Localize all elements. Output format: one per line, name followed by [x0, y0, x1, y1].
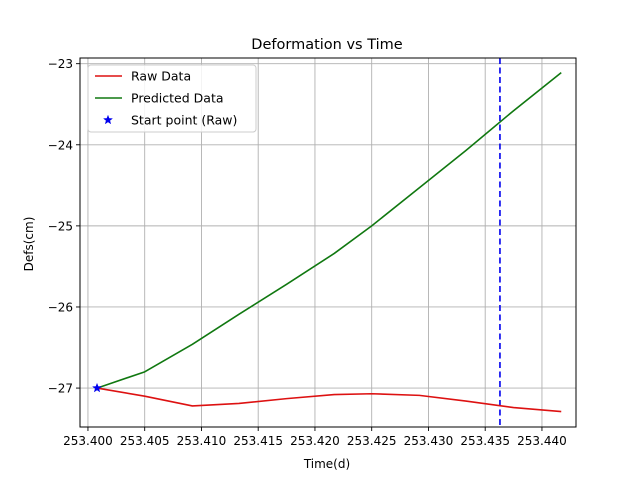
series-raw-data: [96, 387, 562, 413]
start-point-star-marker: [91, 382, 103, 393]
legend-entry-label: Start point (Raw): [131, 113, 237, 128]
x-axis-label: Time(d): [303, 457, 350, 471]
x-tick-label: 253.410: [177, 434, 227, 448]
y-tick-label: −26: [48, 300, 73, 314]
x-tick-label: 253.425: [347, 434, 397, 448]
y-tick-label: −24: [48, 138, 73, 152]
x-tick-label: 253.405: [120, 434, 170, 448]
legend-entry-label: Raw Data: [131, 69, 191, 84]
x-tick-label: 253.435: [460, 434, 510, 448]
x-tick-label: 253.430: [404, 434, 454, 448]
x-tick-label: 253.415: [233, 434, 283, 448]
chart-title: Deformation vs Time: [251, 37, 402, 53]
x-axis-ticks: 253.400 253.405 253.410 253.415 253.420 253.4…: [63, 427, 567, 448]
y-axis-label: Defs(cm): [22, 217, 36, 272]
y-tick-label: −23: [48, 57, 73, 71]
legend-entry-label: Predicted Data: [131, 91, 224, 106]
y-axis-ticks: −27 −26 −25 −24 −23: [48, 57, 80, 396]
legend-swatch-star: [102, 114, 114, 125]
x-tick-label: 253.420: [290, 434, 340, 448]
legend: Raw Data Predicted Data Start point (Raw): [87, 64, 257, 133]
series-predicted-data: [96, 71, 562, 389]
legend-box: [87, 64, 257, 133]
x-tick-label: 253.440: [517, 434, 567, 448]
y-tick-label: −25: [48, 219, 73, 233]
x-tick-label: 253.400: [63, 434, 113, 448]
plot-series: [91, 71, 562, 413]
y-tick-label: −27: [48, 382, 73, 396]
plot-frame: [79, 57, 577, 428]
